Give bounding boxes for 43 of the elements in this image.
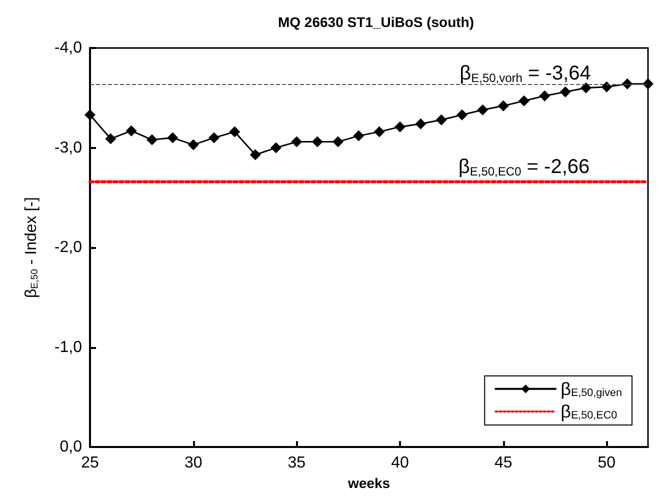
point: [456, 109, 468, 120]
point: [436, 114, 447, 126]
y-axis-title: βE,50 - Index [-]: [22, 197, 40, 298]
point: [498, 100, 509, 112]
y-tick-label: -2,0: [54, 239, 82, 256]
point: [580, 82, 592, 94]
point: [291, 136, 302, 148]
x-tick-label: 30: [184, 454, 202, 472]
point: [477, 104, 488, 116]
point: [394, 121, 406, 132]
chart-title: MQ 26630 ST1_UiBoS (south): [278, 14, 474, 30]
point: [601, 81, 612, 92]
point: [208, 132, 220, 144]
x-tick-label: 35: [288, 454, 306, 472]
point: [146, 134, 158, 146]
point: [105, 133, 116, 144]
point: [415, 118, 426, 130]
x-tick-label: 40: [391, 454, 409, 472]
legend-label: βE,50,EC0: [560, 401, 618, 422]
point: [126, 125, 137, 136]
point: [270, 142, 282, 154]
x-axis-title: weeks: [346, 475, 390, 491]
point: [518, 95, 530, 106]
point: [84, 109, 96, 120]
point: [374, 126, 385, 138]
point: [539, 90, 550, 102]
y-tick-label: -1,0: [54, 338, 82, 356]
x-tick-label: 25: [81, 454, 99, 472]
point: [642, 78, 654, 90]
point: [353, 130, 364, 142]
point: [332, 136, 344, 148]
y-tick-label: 0,0: [60, 438, 82, 456]
point: [312, 136, 323, 148]
x-tick-label: 50: [598, 454, 616, 472]
point: [560, 86, 571, 98]
point: [188, 139, 199, 150]
point: [229, 126, 240, 138]
y-tick-label: -4,0: [54, 40, 82, 56]
point: [167, 132, 178, 144]
y-tick-label: -3,0: [54, 139, 82, 156]
point: [250, 149, 261, 160]
x-tick-label: 45: [494, 454, 512, 472]
legend-label: βE,50,given: [560, 378, 622, 399]
